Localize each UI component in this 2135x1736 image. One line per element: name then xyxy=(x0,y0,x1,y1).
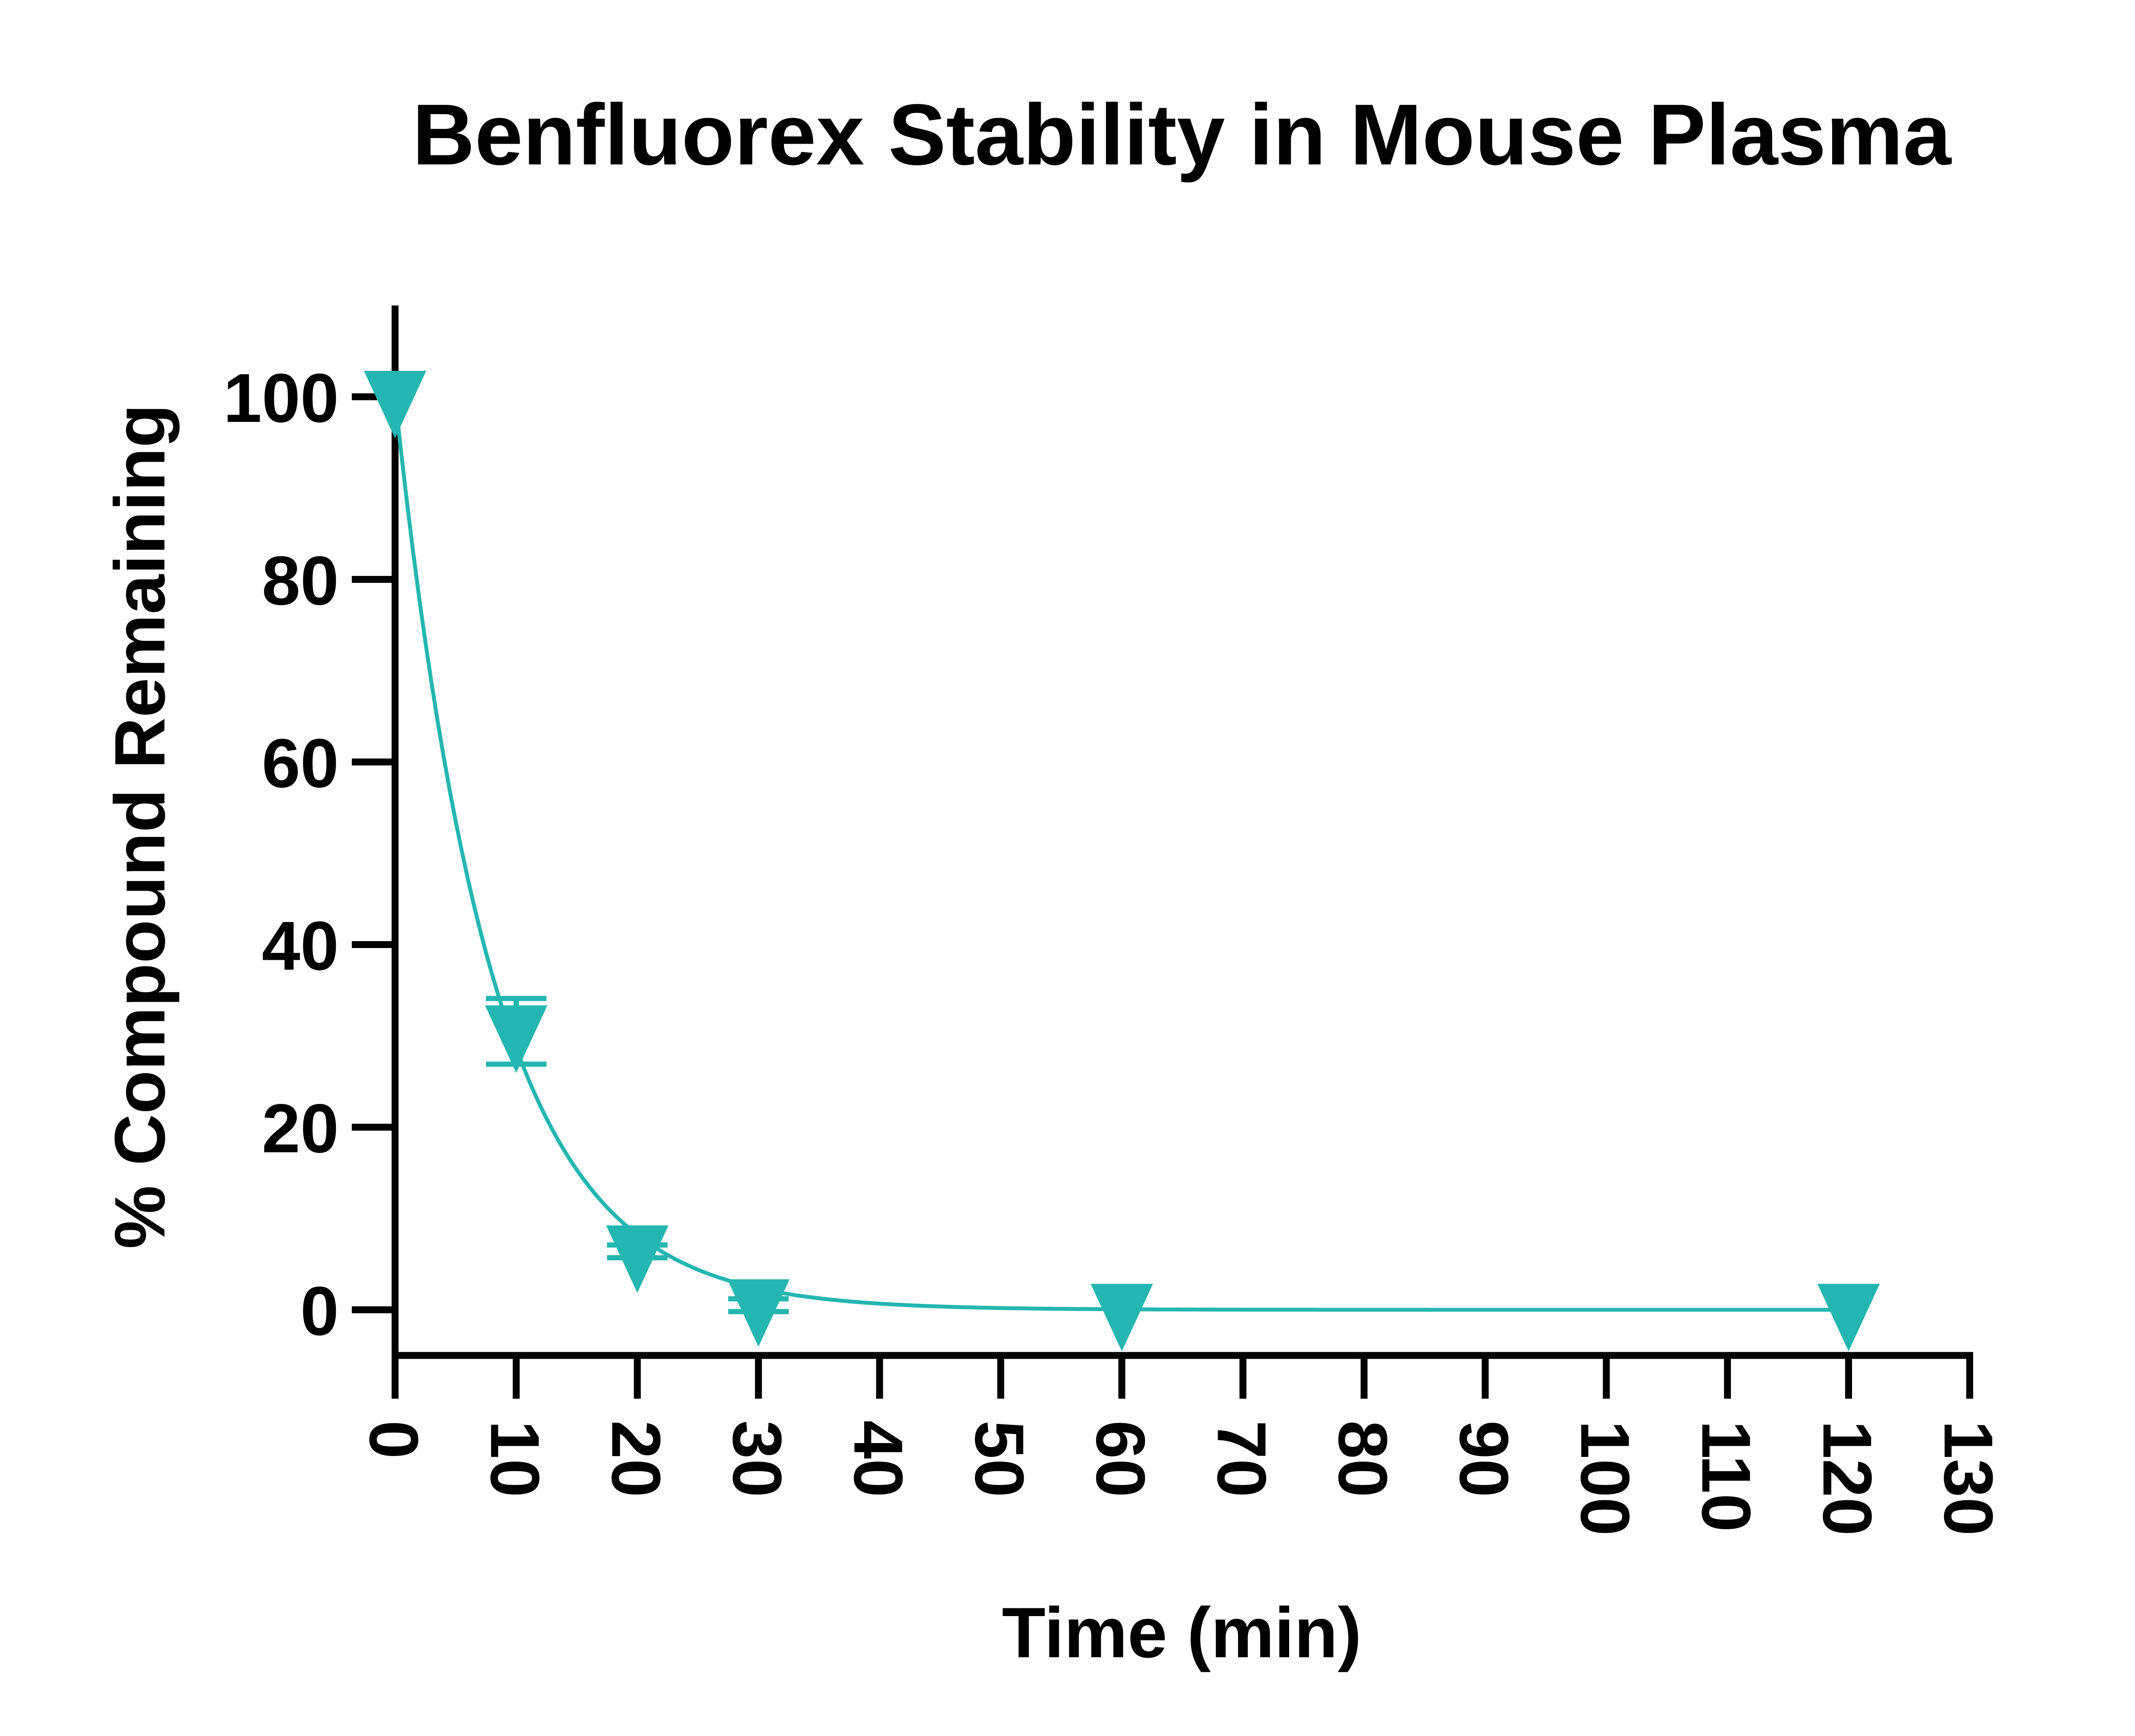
y-tick-label: 60 xyxy=(262,724,339,802)
x-axis-label: Time (min) xyxy=(1002,1593,1361,1672)
x-tick-label: 60 xyxy=(1082,1421,1160,1498)
x-tick-label: 80 xyxy=(1324,1421,1402,1498)
x-tick-label: 30 xyxy=(719,1421,796,1498)
x-tick-label: 70 xyxy=(1203,1421,1280,1498)
x-tick-label: 0 xyxy=(355,1421,433,1459)
x-tick-label: 130 xyxy=(1930,1421,2007,1536)
x-tick-label: 120 xyxy=(1809,1421,1886,1536)
y-tick-label: 20 xyxy=(262,1090,339,1167)
x-tick-label: 100 xyxy=(1566,1421,1644,1536)
fit-curve xyxy=(393,396,1849,1312)
x-tick-label: 110 xyxy=(1688,1421,1765,1532)
data-point-marker xyxy=(364,371,426,438)
axes: 0 20 40 60 80 100 0 10 20 30 40 50 60 70 80 90 100 110 120… xyxy=(223,305,2007,1536)
x-tick-label: 50 xyxy=(961,1421,1039,1498)
data-point-marker xyxy=(727,1279,790,1347)
x-tick-label: 20 xyxy=(598,1421,675,1498)
y-tick-label: 80 xyxy=(262,542,339,619)
x-tick-label: 90 xyxy=(1445,1421,1523,1498)
y-axis-label: % Compound Remaining xyxy=(100,404,180,1249)
x-tick-label: 40 xyxy=(840,1421,917,1498)
data-point-marker xyxy=(485,1005,547,1073)
y-tick-label: 40 xyxy=(262,907,339,984)
chart-title: Benfluorex Stability in Mouse Plasma xyxy=(412,87,1952,183)
x-tick-label: 10 xyxy=(476,1421,554,1498)
plot-area xyxy=(364,371,1880,1351)
y-tick-label: 100 xyxy=(223,359,339,437)
y-tick-label: 0 xyxy=(300,1272,339,1350)
data-point-marker xyxy=(1090,1284,1153,1351)
data-point-marker xyxy=(1817,1284,1880,1351)
data-point-marker xyxy=(606,1225,669,1293)
